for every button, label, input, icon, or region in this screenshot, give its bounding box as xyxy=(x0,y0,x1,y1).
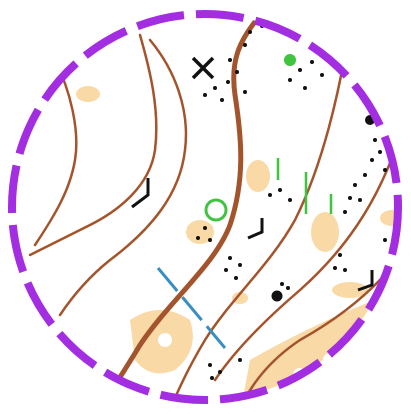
open-area xyxy=(380,210,398,226)
stream xyxy=(156,267,227,349)
cliff xyxy=(131,178,150,209)
open-area xyxy=(232,292,248,304)
cliff xyxy=(247,218,264,240)
vegetation-features xyxy=(204,54,333,222)
boulder xyxy=(271,290,283,302)
open-area xyxy=(186,220,214,244)
index-contour xyxy=(102,15,261,400)
tree xyxy=(278,388,292,400)
tree xyxy=(158,333,172,347)
contours xyxy=(28,15,398,400)
contour-line xyxy=(33,58,78,247)
contour-line xyxy=(168,53,347,400)
map-boundary xyxy=(8,10,402,404)
open-area xyxy=(76,86,100,102)
contour-line xyxy=(213,148,397,382)
open-area xyxy=(332,282,368,298)
contour-line xyxy=(58,38,188,317)
cliff xyxy=(357,270,374,292)
contour-line xyxy=(28,33,158,257)
open-area xyxy=(246,160,270,192)
open-area xyxy=(311,212,339,252)
x-mark xyxy=(191,56,215,80)
green-dot xyxy=(284,54,296,66)
green-circle xyxy=(204,198,228,222)
